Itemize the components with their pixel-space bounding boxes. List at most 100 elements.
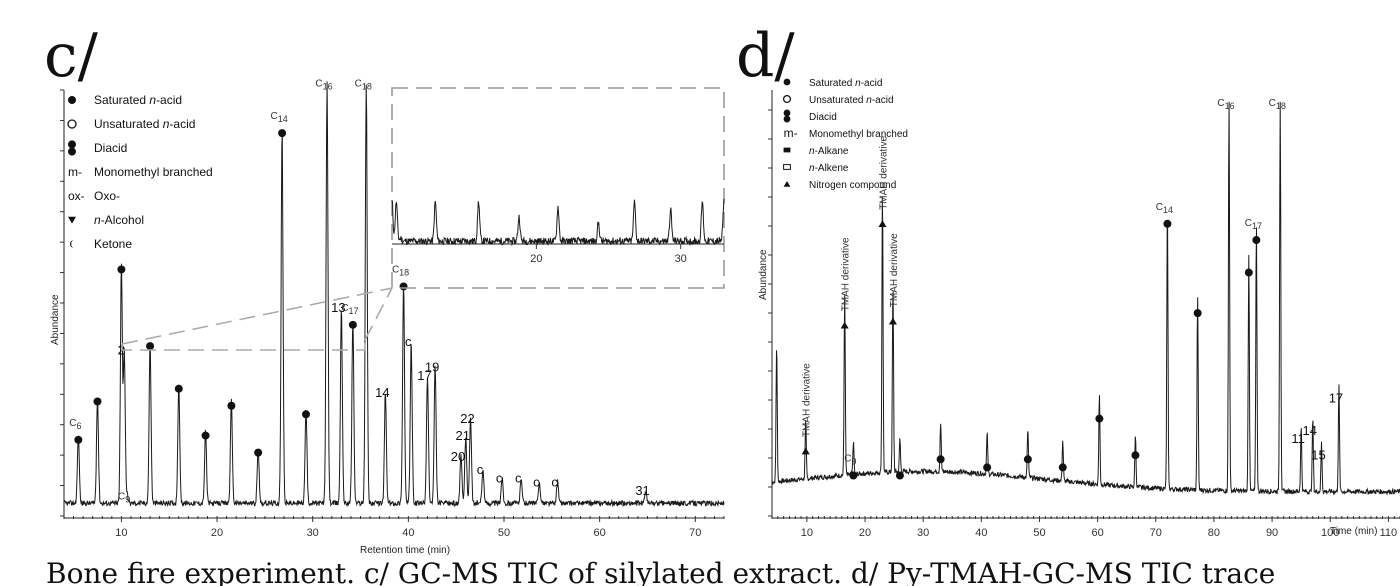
c-tick-label-40: 40 — [402, 527, 414, 539]
c-legend-symbol-5 — [68, 216, 76, 224]
c-peak-10-label: C14 — [270, 111, 287, 124]
d-peak-12-symbol — [1131, 451, 1140, 460]
d-legend-item-5: n-Alkene — [809, 163, 849, 174]
c-peak-4-label: C9 — [118, 491, 130, 504]
panel-c-zoom-guide-left — [121, 287, 393, 345]
panel-d-ticks: 10 20 30 40 50 60 70 80 90 100 110 — [768, 109, 1400, 539]
c-tick-label-10: 10 — [115, 527, 127, 539]
c-legend-italic-5: n — [94, 213, 101, 227]
d-legend-symbol-0 — [783, 78, 791, 86]
d-peak-18-label: C18 — [1269, 98, 1286, 111]
c-legend-item-0: Saturated n-acid — [94, 93, 182, 107]
c-legend-rest-0: -acid — [156, 93, 182, 107]
d-legend-text-2: Diacid — [809, 112, 837, 123]
d-legend-symbol-4 — [783, 147, 791, 153]
c-peak-10-symbol — [278, 129, 287, 138]
d-peak-7-symbol — [936, 455, 945, 464]
d-legend-text-3: Monomethyl branched — [809, 129, 908, 140]
panel-c-zoom-guide-right — [364, 287, 393, 341]
panel-c-inset-frame — [391, 87, 725, 289]
d-peak-9-symbol — [1023, 455, 1032, 464]
c-legend-item-3: Monomethyl branched — [94, 165, 213, 179]
panel-c-inset-tick-label-20: 20 — [530, 253, 542, 265]
c-peak-9-symbol — [254, 448, 263, 457]
d-legend-symbol-6 — [783, 180, 791, 187]
d-legend-symbol-2-lower — [783, 115, 791, 123]
panel-c-zoom-bracket — [121, 340, 366, 351]
d-peak-21-label: 15 — [1311, 447, 1325, 462]
d-legend-text-0: Saturated — [809, 78, 855, 89]
c-peak-6-symbol — [174, 384, 183, 393]
d-peak-6-symbol — [895, 471, 904, 480]
c-peak-14-sub: 17 — [348, 306, 358, 316]
d-legend-symbol-3: m- — [784, 126, 798, 140]
panel-d-xlabel: Time (min) — [1330, 526, 1377, 537]
c-legend-rest-5: -Alcohol — [101, 213, 144, 227]
c-legend-text-3: Monomethyl branched — [94, 165, 213, 179]
d-peak-17-sub: 17 — [1252, 221, 1262, 231]
d-peak-19-label: 11 — [1291, 431, 1305, 446]
c-peak-17-sub: 18 — [399, 267, 409, 277]
d-legend-italic-4: n — [809, 146, 815, 157]
c-peak-16-label: 14 — [375, 385, 389, 400]
d-tick-label-30: 30 — [917, 527, 929, 539]
d-peak-13-symbol — [1163, 219, 1172, 228]
panel-c-inset: 20 30 — [391, 198, 725, 265]
c-peak-17-label: C18 — [392, 264, 409, 277]
c-peak-15-label: C18 — [355, 78, 372, 91]
d-peak-1-label: TMAH derivative — [802, 363, 813, 437]
d-peak-10-symbol — [1058, 463, 1067, 472]
c-peak-19-label: 17 — [417, 368, 431, 383]
d-tick-label-40: 40 — [975, 527, 987, 539]
d-peak-5-symbol — [888, 317, 897, 325]
d-peak-14-symbol — [1193, 309, 1202, 318]
d-tick-label-10: 10 — [801, 527, 813, 539]
d-peak-17-symbol — [1252, 236, 1261, 245]
c-legend-symbol-4: ox- — [68, 189, 85, 203]
figure-caption: Bone fire experiment. c/ GC-MS TIC of si… — [46, 557, 1275, 586]
c-legend-item-1: Unsaturated n-acid — [94, 117, 195, 131]
d-peak-3-sub: 9 — [852, 457, 857, 467]
c-peak-14-symbol — [348, 320, 357, 329]
c-peak-7-symbol — [201, 431, 210, 440]
c-legend-text-0: Saturated — [94, 93, 149, 107]
panel-c-ylabel: Abundance — [50, 294, 61, 345]
c-peak-28-label: c — [551, 475, 558, 490]
c-peak-11-symbol — [302, 410, 310, 419]
d-legend-rest-5: -Alkene — [815, 163, 849, 174]
c-peak-0-label: C6 — [69, 418, 81, 431]
panel-c-inset-tick-label-30: 30 — [675, 253, 687, 265]
c-peak-15-sub: 18 — [362, 81, 372, 91]
c-peak-14-label: C17 — [341, 303, 358, 316]
c-peak-27-label: c — [533, 475, 540, 490]
d-peak-5-label: TMAH derivative — [889, 233, 900, 307]
c-peak-0-symbol — [74, 435, 83, 444]
c-legend-text-4: Oxo- — [94, 189, 120, 203]
panel-c-ticks: 10 20 30 40 50 60 70 — [60, 89, 725, 539]
d-peak-20-label: 14 — [1303, 423, 1317, 438]
c-peak-10-sub: 14 — [278, 114, 288, 124]
d-peak-1-symbol — [801, 447, 810, 455]
d-legend-item-2: Diacid — [809, 112, 837, 123]
d-legend-symbol-1 — [782, 94, 792, 104]
d-legend-item-6: Nitrogen compound — [809, 180, 896, 191]
d-legend-item-0: Saturated n-acid — [809, 78, 882, 89]
c-legend-text-1: Unsaturated — [94, 117, 163, 131]
c-peak-24-label: c — [477, 462, 484, 477]
d-tick-label-70: 70 — [1150, 527, 1162, 539]
d-peak-17-label: C17 — [1245, 218, 1262, 231]
c-peak-17-symbol — [399, 282, 408, 291]
c-peak-21-label: 20 — [451, 449, 465, 464]
c-legend-italic-0: n — [149, 93, 156, 107]
d-peak-16-symbol — [1244, 268, 1253, 277]
c-legend-item-4: Oxo- — [94, 189, 120, 203]
d-tick-label-80: 80 — [1208, 527, 1220, 539]
c-peak-29-label: 31 — [635, 483, 649, 498]
c-legend-symbol-6 — [70, 240, 74, 248]
c-legend-rest-1: -acid — [169, 117, 195, 131]
d-peak-15-sub: 16 — [1225, 101, 1235, 111]
